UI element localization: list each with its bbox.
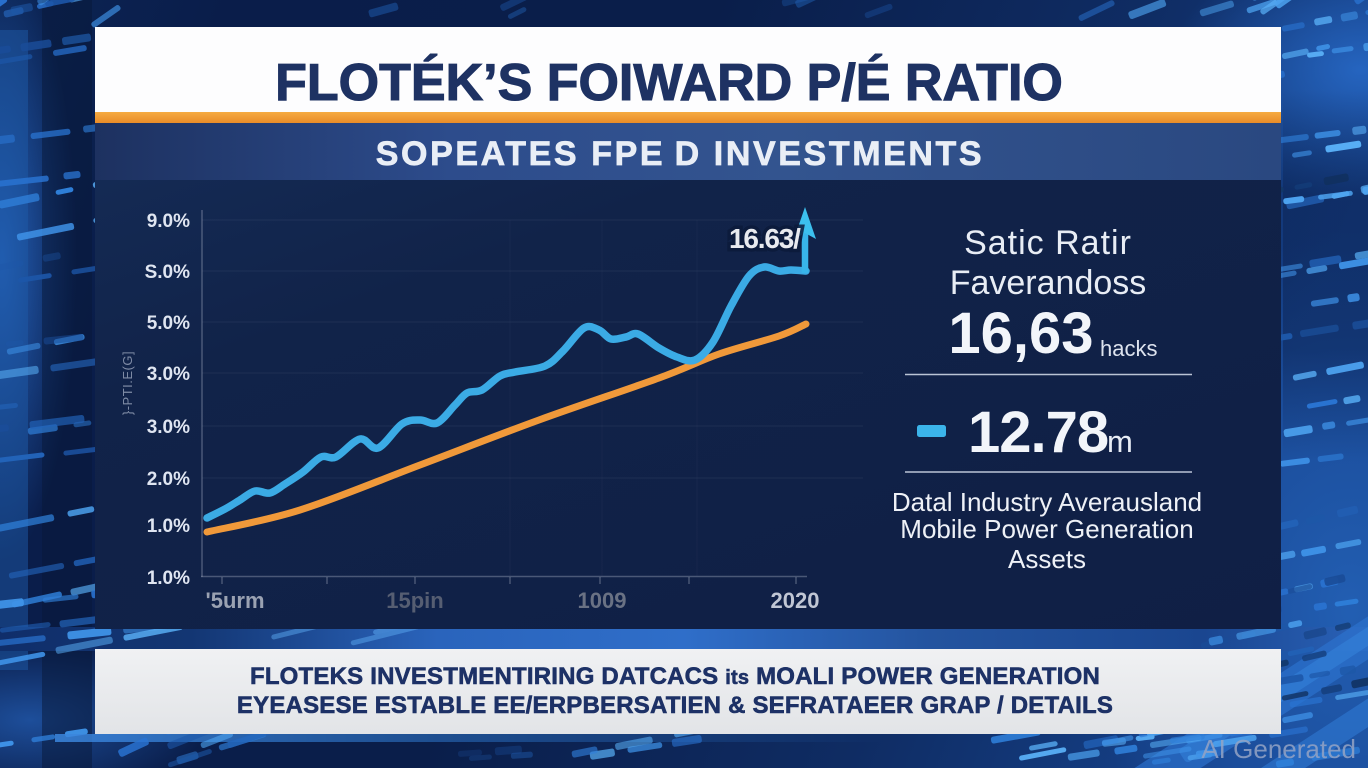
svg-text:Satic Ratir: Satic Ratir: [964, 224, 1132, 262]
svg-text:Assets: Assets: [1008, 544, 1086, 574]
svg-text:Datal Industry Averausland: Datal Industry Averausland: [892, 487, 1202, 517]
svg-text:2.0%: 2.0%: [147, 469, 190, 490]
svg-text:1.0%: 1.0%: [147, 516, 190, 537]
svg-text:2020: 2020: [771, 588, 820, 613]
svg-text:16.63/: 16.63/: [729, 223, 801, 254]
svg-text:m: m: [1107, 424, 1133, 459]
svg-text:16.63/: 16.63/: [729, 223, 801, 254]
svg-text:Mobile Power Generation: Mobile Power Generation: [900, 514, 1193, 544]
svg-text:3.0%: 3.0%: [147, 364, 190, 385]
svg-text:1009: 1009: [578, 588, 627, 613]
svg-text:}-PTI.E(G]: }-PTI.E(G]: [120, 351, 135, 415]
svg-text:1.0%: 1.0%: [147, 568, 190, 589]
svg-text:15pin: 15pin: [386, 588, 443, 613]
svg-text:9.0%: 9.0%: [147, 211, 190, 232]
svg-text:'5urm: '5urm: [205, 588, 264, 613]
svg-text:12.78: 12.78: [968, 400, 1108, 465]
svg-text:5.0%: 5.0%: [147, 313, 190, 334]
svg-text:S.0%: S.0%: [145, 262, 191, 283]
svg-text:16,63: 16,63: [948, 301, 1093, 366]
svg-text:3.0%: 3.0%: [147, 417, 190, 438]
svg-text:hacks: hacks: [1100, 336, 1157, 361]
svg-text:Faverandoss: Faverandoss: [950, 264, 1147, 302]
